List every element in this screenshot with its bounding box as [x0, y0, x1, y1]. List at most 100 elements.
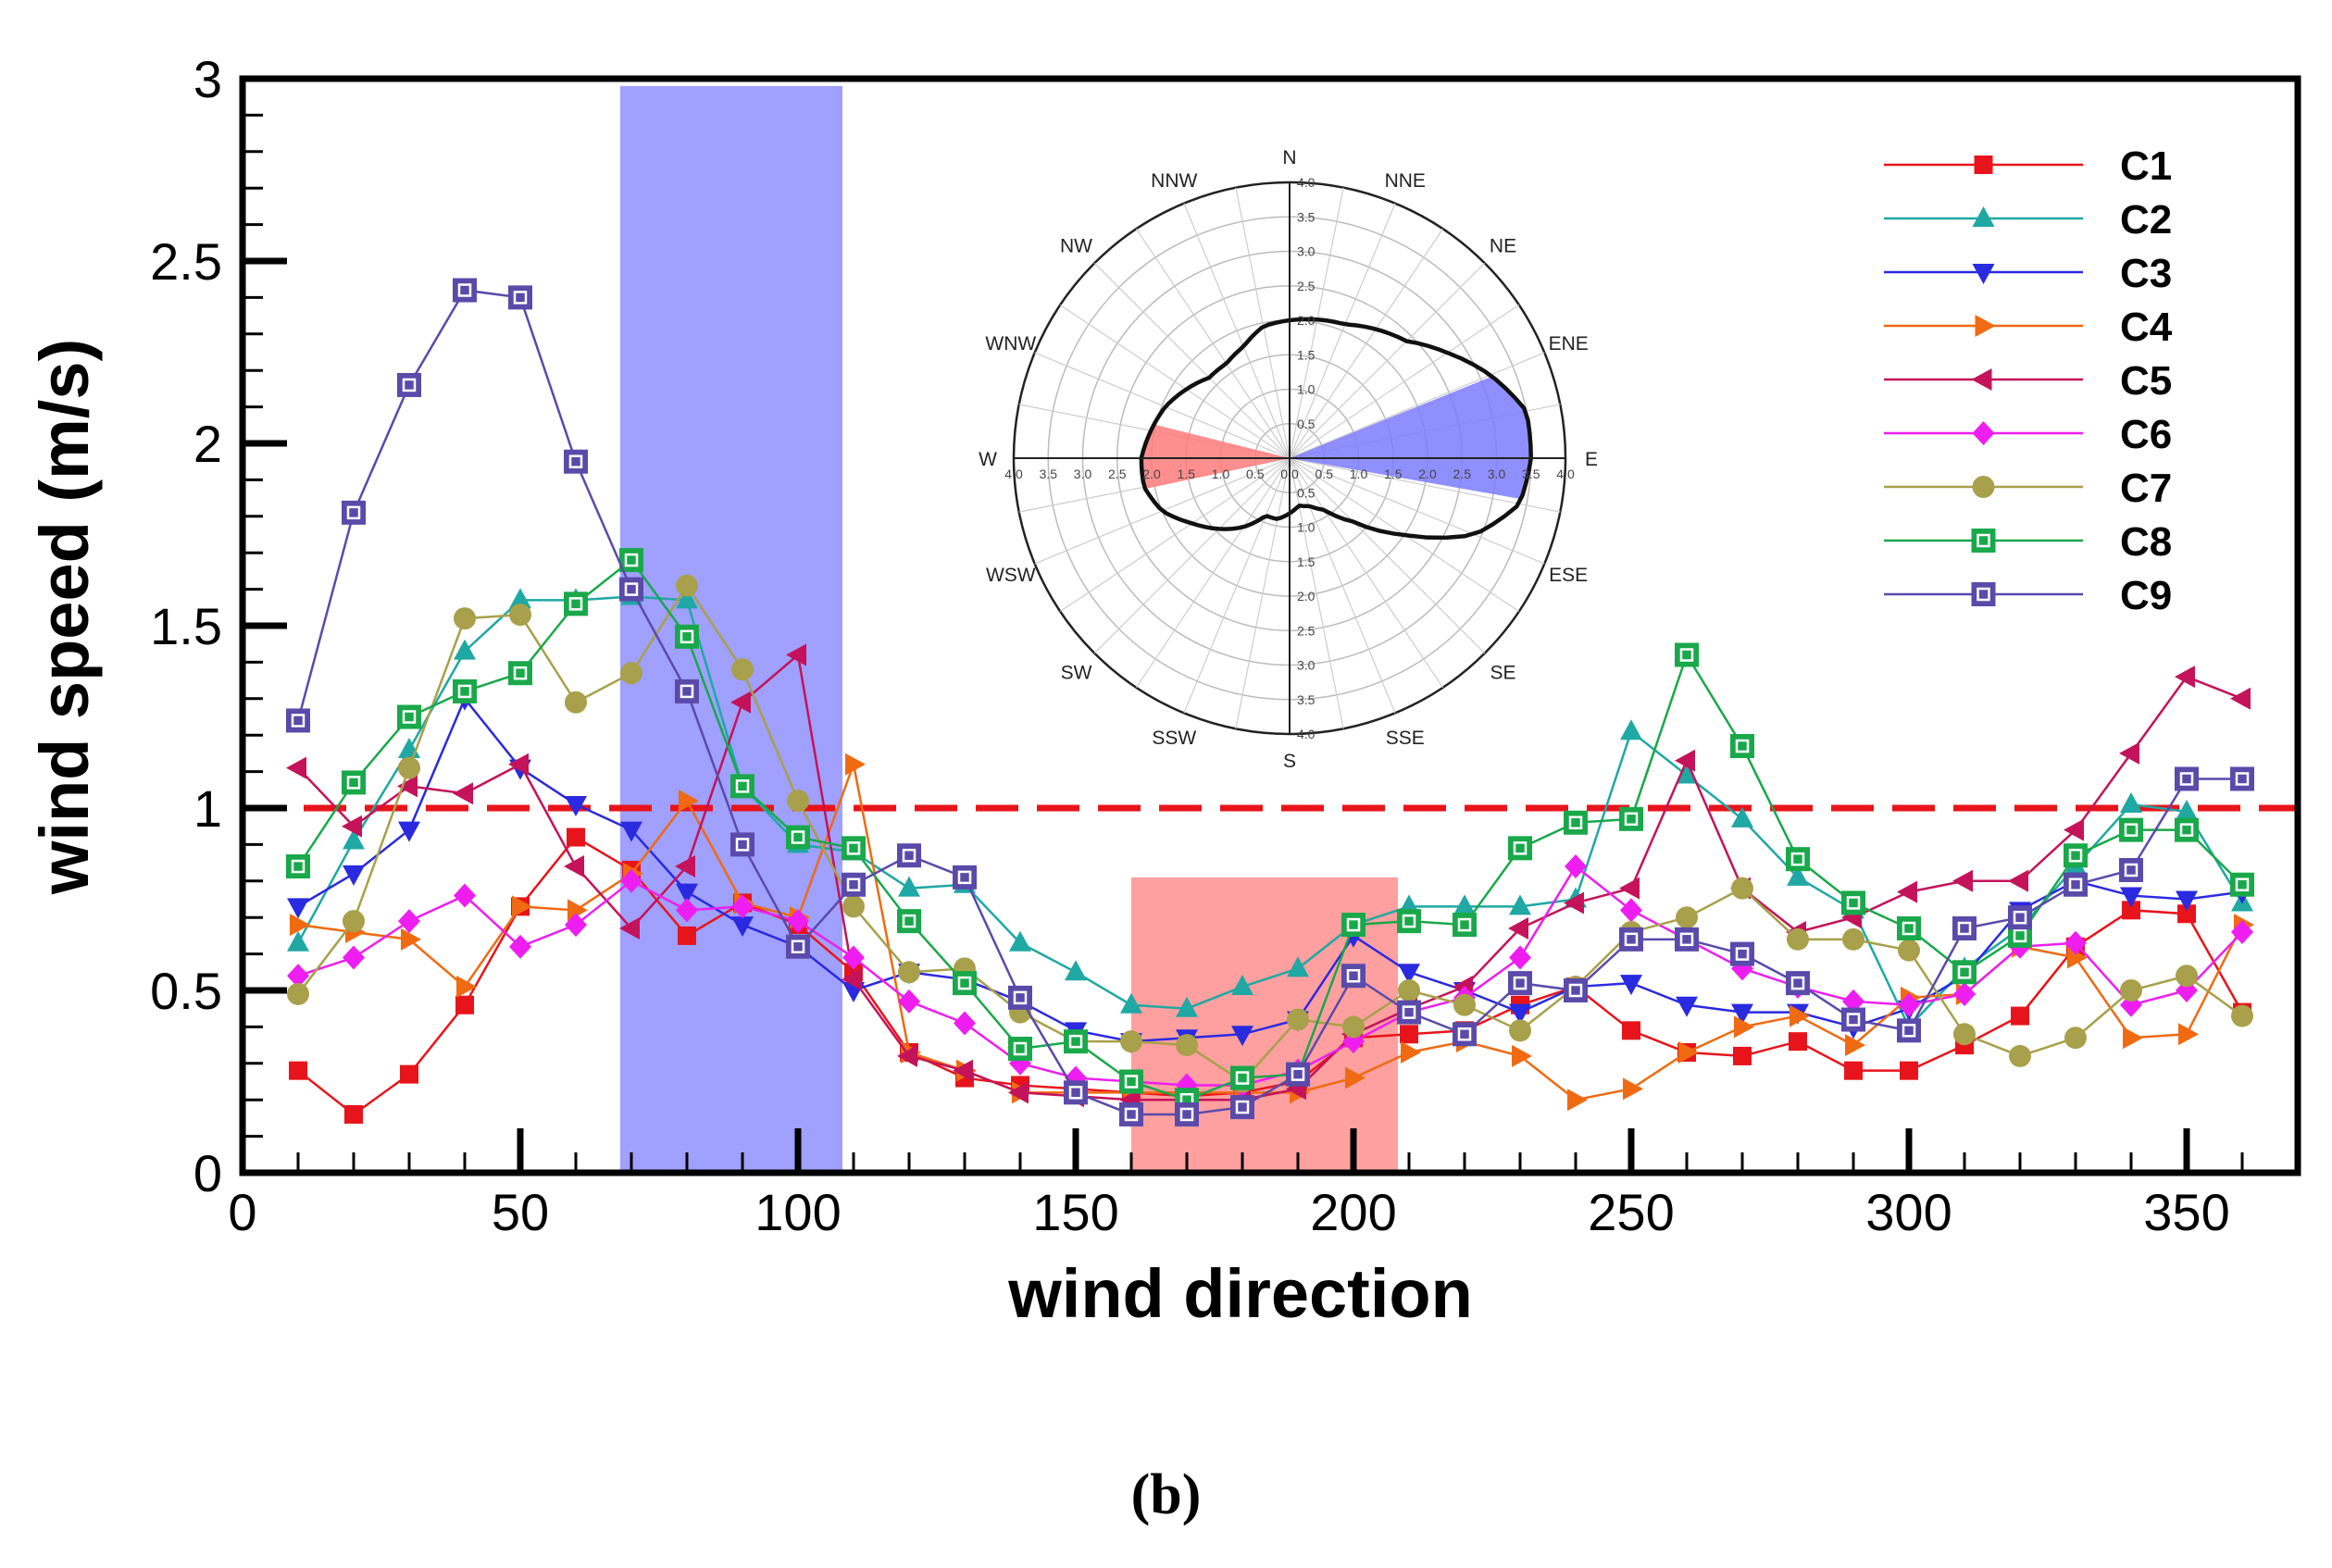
point-c2-140 [1009, 930, 1031, 952]
inset-spoke-303.75 [1059, 304, 1291, 459]
inset-direction-SSE: SSE [1386, 728, 1425, 749]
point-c4-50 [512, 895, 532, 918]
legend-marker-c1 [1974, 156, 1993, 174]
point-c3-350 [2176, 890, 2198, 912]
point-c6-250 [1620, 898, 1642, 923]
inset-spoke-292.5 [1034, 352, 1291, 459]
point-c9-270 [1730, 941, 1754, 966]
inset-spoke-146.25 [1289, 457, 1444, 689]
inset-spoke-236.25 [1059, 457, 1291, 613]
point-c9-60 [564, 449, 588, 474]
point-c4-210 [1401, 1040, 1421, 1064]
point-c5-120 [897, 1044, 917, 1067]
y-tick-label-1.5: 1.5 [150, 597, 222, 655]
point-c3-80 [676, 883, 698, 904]
point-c1-320 [2011, 1006, 2029, 1026]
inset-spoke-326.25 [1135, 228, 1291, 459]
y-axis-title: wind speed (m/s) [26, 339, 103, 895]
point-c7-230 [1509, 1019, 1531, 1042]
point-c2-160 [1120, 992, 1142, 1014]
point-c8-360 [2230, 872, 2254, 897]
point-c8-260 [1675, 642, 1699, 667]
inset-direction-WNW: WNW [985, 333, 1036, 355]
point-c3-270 [1731, 1003, 1753, 1025]
inset-spoke-101.25 [1289, 457, 1561, 513]
point-c8-100 [786, 825, 810, 850]
inset-radial-label-n-2.5: 2.5 [1297, 279, 1316, 293]
point-c8-300 [1897, 916, 1921, 941]
inset-spoke-168.75 [1289, 457, 1344, 729]
inset-x-label-13: 2.5 [1453, 467, 1472, 481]
point-c5-350 [2175, 666, 2195, 689]
point-c7-50 [509, 604, 531, 627]
legend-marker-c9 [1971, 582, 1996, 606]
point-c4-260 [1678, 1040, 1699, 1064]
x-tick-label-200: 200 [1310, 1183, 1396, 1241]
point-c4-350 [2178, 1023, 2199, 1046]
inset-spoke-225 [1093, 457, 1291, 654]
inset-x-label-10: 1.0 [1350, 467, 1368, 481]
point-c3-230 [1509, 1003, 1531, 1025]
y-tick-label-2.5: 2.5 [150, 232, 222, 291]
point-c6-310 [1953, 981, 1976, 1006]
point-c8-70 [619, 548, 643, 573]
inset-direction-WSW: WSW [986, 565, 1036, 586]
inset-spoke-56.25 [1289, 304, 1520, 459]
point-c9-70 [619, 577, 643, 602]
inset-spoke-33.75 [1289, 228, 1444, 459]
point-c8-290 [1841, 890, 1865, 915]
point-c7-170 [1176, 1034, 1198, 1057]
point-c8-10 [286, 854, 310, 879]
point-c2-220 [1453, 894, 1476, 915]
point-c8-350 [2175, 817, 2199, 842]
point-c3-210 [1398, 964, 1420, 985]
point-c4-80 [679, 790, 699, 813]
point-c4-270 [1734, 1015, 1754, 1039]
x-tick-label-0: 0 [228, 1183, 256, 1241]
legend-label-c6: C6 [2120, 412, 2172, 457]
point-c2-230 [1509, 894, 1531, 915]
point-c7-40 [454, 607, 476, 630]
point-c4-330 [2067, 946, 2088, 969]
inset-spoke-112.5 [1289, 457, 1545, 565]
point-c9-120 [897, 843, 921, 868]
point-c7-300 [1898, 939, 1920, 962]
point-c8-120 [897, 909, 921, 934]
legend-marker-c4 [1975, 315, 1996, 337]
point-c9-340 [2119, 857, 2143, 882]
point-c9-30 [397, 372, 421, 397]
point-c3-20 [343, 865, 365, 886]
inset-radial-label-s-4.0: 4.0 [1297, 727, 1316, 741]
inset-spoke-202.5 [1183, 457, 1291, 714]
point-c4-40 [456, 976, 477, 999]
point-c9-220 [1453, 1022, 1477, 1047]
inset-direction-SW: SW [1061, 663, 1092, 684]
point-c8-50 [508, 661, 532, 686]
inset-spoke-157.5 [1289, 457, 1396, 714]
legend-label-c3: C3 [2120, 251, 2172, 296]
point-c7-280 [1787, 927, 1809, 951]
point-c3-260 [1676, 996, 1698, 1017]
point-c9-140 [1008, 985, 1032, 1010]
inset-radial-label-s-2.0: 2.0 [1297, 589, 1316, 604]
inset-radial-label-s-3.0: 3.0 [1297, 658, 1316, 673]
point-c6-30 [398, 909, 420, 934]
point-c9-250 [1619, 927, 1643, 952]
inset-x-label-15: 3.5 [1522, 467, 1540, 481]
inset-x-label-6: 1.0 [1212, 467, 1230, 481]
point-c1-270 [1733, 1046, 1752, 1065]
inset-radial-label-s-2.5: 2.5 [1297, 623, 1316, 638]
point-c5-300 [1897, 880, 1917, 903]
point-c8-330 [2064, 843, 2088, 868]
point-c3-60 [565, 796, 587, 817]
legend-marker-c3 [1972, 264, 1995, 284]
point-c9-300 [1897, 1018, 1921, 1043]
point-c9-150 [1064, 1080, 1088, 1105]
inset-x-label-12: 2.0 [1418, 467, 1437, 481]
point-c5-100 [786, 643, 806, 666]
inset-x-label-11: 1.5 [1384, 467, 1403, 481]
point-c1-290 [1844, 1061, 1863, 1080]
x-tick-label-100: 100 [754, 1183, 841, 1241]
inset-spoke-11.25 [1289, 187, 1344, 459]
point-c7-30 [398, 756, 420, 779]
